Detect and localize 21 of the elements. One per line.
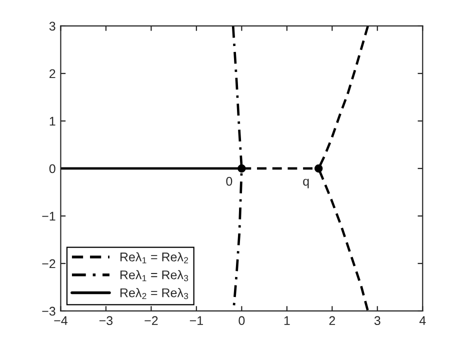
y-tick-label: 2 (50, 69, 56, 78)
y-tick-label: −1 (42, 212, 56, 221)
y-tick-label: −2 (42, 259, 56, 268)
x-tick-label: 1 (284, 316, 290, 325)
x-tick-label: 2 (329, 316, 335, 325)
y-tick-label: 3 (49, 22, 56, 31)
x-tick-label: −2 (144, 316, 158, 325)
annotation: 0 (226, 176, 232, 186)
y-tick-label: −3 (42, 306, 56, 316)
legend-label: Reλ$_{1}$ = Reλ$_{3}$ (120, 270, 188, 282)
y-tick-label: 1 (50, 116, 56, 126)
y-tick-label: 0 (49, 164, 56, 174)
legend-label: Reλ$_{2}$ = Reλ$_{3}$ (120, 288, 188, 300)
annotation: q (303, 178, 309, 188)
x-tick-label: 4 (419, 316, 426, 325)
x-tick-label: 3 (374, 316, 380, 326)
x-tick-label: 0 (238, 316, 245, 326)
x-tick-label: −1 (190, 316, 203, 325)
legend-label: Reλ$_{1}$ = Reλ$_{2}$ (120, 252, 188, 264)
x-tick-label: −4 (54, 316, 68, 325)
x-tick-label: −3 (99, 316, 113, 326)
